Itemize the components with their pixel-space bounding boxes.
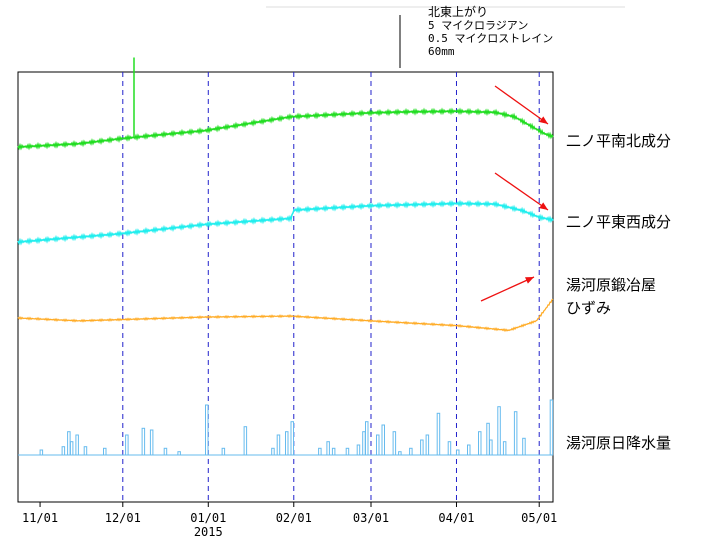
rain-bar [67, 431, 71, 456]
label-ns: 二ノ平南北成分 [566, 132, 672, 150]
rain-bar [356, 444, 361, 456]
arrow-ew-shaft [494, 172, 549, 211]
scale-tilt: 5 マイクロラジアン [428, 19, 529, 32]
rain-bar [467, 444, 471, 456]
rain-bar [221, 447, 226, 456]
label-ew: 二ノ平東西成分 [566, 213, 672, 231]
month-gridlines [122, 72, 540, 502]
tick-label-04-01: 04/01 [438, 511, 474, 525]
rain-bar [331, 447, 336, 456]
rain-bar [447, 441, 452, 456]
rain-bar [290, 421, 294, 456]
tick-label-01-01: 01/01 [190, 511, 226, 525]
rain-bar [392, 431, 397, 456]
series-line-2 [17, 298, 554, 333]
rain-bar [61, 446, 66, 456]
rain-bar [318, 447, 322, 456]
rain-bar [205, 404, 209, 456]
rain-bar [502, 441, 507, 456]
rain-bar [276, 434, 281, 456]
rain-bar [125, 434, 129, 456]
rain-bar [381, 424, 385, 456]
tick-label-11-01: 11/01 [22, 511, 58, 525]
rain-bar [425, 434, 430, 456]
series-line-1 [17, 199, 554, 246]
scale-strain: 0.5 マイクロストレイン [428, 32, 554, 45]
rain-bar [285, 431, 289, 456]
rain-bar [513, 411, 518, 456]
rain-bar [376, 434, 380, 456]
scale-direction: 北東上がり [428, 5, 489, 19]
arrow-ns-shaft [494, 85, 549, 125]
rain-bar [326, 441, 330, 456]
rain-bar [271, 447, 275, 456]
rain-bar [436, 412, 441, 456]
label-rain: 湯河原日降水量 [566, 434, 672, 452]
label-strain-2: ひずみ [566, 299, 612, 317]
year-label: 2015 [194, 525, 223, 539]
arrow-ns-head [539, 116, 548, 124]
rain-bar [497, 406, 501, 456]
rain-bar [103, 447, 107, 456]
rain-bar [83, 446, 88, 456]
series-lines [17, 57, 554, 333]
rain-bar [456, 449, 460, 456]
rain-bar [486, 422, 490, 456]
arrow-ew-head [539, 202, 548, 210]
rain-bar [345, 447, 350, 456]
rain-bar [478, 431, 482, 456]
scale-rain: 60mm [428, 45, 455, 58]
rain-bar [243, 426, 248, 456]
rain-bar [141, 427, 146, 456]
rain-bar [39, 449, 44, 456]
tick-label-03-01: 03/01 [353, 511, 389, 525]
rain-bar [69, 441, 74, 456]
rain-bar [420, 439, 424, 456]
trend-arrows [480, 85, 549, 302]
rain-bars [39, 399, 554, 456]
rain-bar [522, 437, 526, 456]
rain-bar [489, 439, 493, 456]
label-strain-1: 湯河原鍛冶屋 [566, 276, 657, 294]
arrow-strain-shaft [480, 276, 535, 302]
rain-bar [365, 421, 369, 456]
rain-bar [362, 431, 366, 456]
rain-bar [75, 434, 79, 456]
tick-label-12-01: 12/01 [105, 511, 141, 525]
arrow-strain-head [525, 277, 534, 284]
rain-bar [149, 429, 154, 456]
x-axis-ticks: 11/01 12/01 01/01 02/01 03/01 04/01 05/01 2015 [22, 502, 557, 539]
rain-bar [163, 447, 168, 456]
series-line-0 [17, 57, 554, 151]
rain-bar [409, 447, 413, 456]
tick-label-05-01: 05/01 [521, 511, 557, 525]
scale-legend: 北東上がり 5 マイクロラジアン 0.5 マイクロストレイン 60mm [428, 5, 554, 59]
tick-label-02-01: 02/01 [276, 511, 312, 525]
rain-bar [549, 399, 554, 456]
plot-frame [17, 71, 554, 503]
